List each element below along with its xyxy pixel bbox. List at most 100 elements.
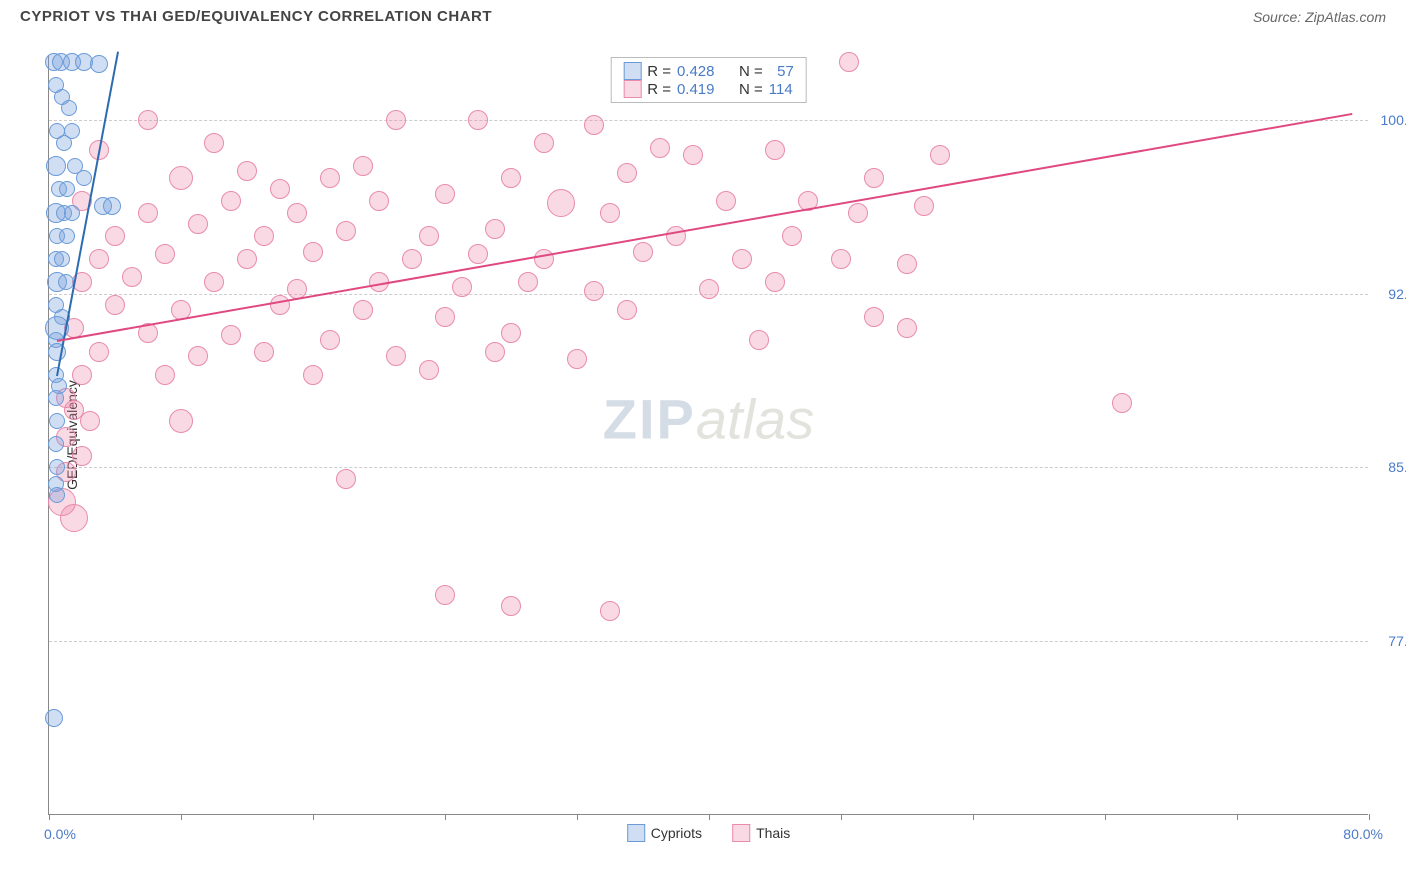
r-value-thais: 0.419 [677, 81, 715, 98]
data-point-thais [435, 307, 455, 327]
x-tick [973, 814, 974, 820]
r-label: R = [647, 63, 671, 80]
data-point-thais [584, 281, 604, 301]
data-point-thais [864, 168, 884, 188]
data-point-cypriots [59, 228, 75, 244]
data-point-thais [188, 346, 208, 366]
data-point-thais [567, 349, 587, 369]
data-point-thais [485, 219, 505, 239]
data-point-thais [617, 300, 637, 320]
data-point-thais [320, 168, 340, 188]
data-point-thais [353, 300, 373, 320]
x-tick [1369, 814, 1370, 820]
y-tick-label: 100.0% [1373, 112, 1406, 128]
data-point-thais [336, 469, 356, 489]
series-legend: Cypriots Thais [627, 824, 791, 842]
data-point-thais [864, 307, 884, 327]
watermark-atlas: atlas [696, 388, 814, 451]
data-point-thais [452, 277, 472, 297]
data-point-thais [650, 138, 670, 158]
source-label: Source: ZipAtlas.com [1253, 9, 1386, 25]
data-point-thais [72, 365, 92, 385]
r-value-cypriots: 0.428 [677, 63, 715, 80]
data-point-cypriots [90, 55, 108, 73]
n-value-thais: 114 [769, 81, 793, 98]
watermark-zip: ZIP [603, 388, 696, 451]
scatter-chart: GED/Equivalency ZIPatlas R = 0.428 N = 5… [48, 55, 1368, 815]
data-point-thais [930, 145, 950, 165]
data-point-thais [534, 133, 554, 153]
x-tick [313, 814, 314, 820]
data-point-thais [547, 189, 575, 217]
correlation-legend: R = 0.428 N = 57 R = 0.419 N = 114 [610, 57, 807, 103]
data-point-thais [419, 360, 439, 380]
x-axis-max-label: 80.0% [1343, 826, 1383, 842]
data-point-thais [386, 110, 406, 130]
n-label: N = [739, 63, 763, 80]
gridline [49, 120, 1368, 121]
data-point-thais [287, 203, 307, 223]
data-point-thais [72, 446, 92, 466]
data-point-thais [80, 411, 100, 431]
data-point-thais [270, 179, 290, 199]
legend-row-thais: R = 0.419 N = 114 [623, 80, 794, 98]
data-point-cypriots [49, 459, 65, 475]
data-point-thais [666, 226, 686, 246]
data-point-thais [897, 254, 917, 274]
data-point-thais [716, 191, 736, 211]
data-point-thais [765, 272, 785, 292]
data-point-thais [138, 110, 158, 130]
data-point-thais [270, 295, 290, 315]
data-point-thais [782, 226, 802, 246]
n-value-cypriots: 57 [769, 63, 794, 80]
data-point-thais [600, 203, 620, 223]
data-point-thais [600, 601, 620, 621]
data-point-cypriots [48, 436, 64, 452]
gridline [49, 641, 1368, 642]
data-point-thais [699, 279, 719, 299]
data-point-thais [204, 272, 224, 292]
swatch-cypriots [627, 824, 645, 842]
data-point-thais [303, 365, 323, 385]
x-tick [709, 814, 710, 820]
data-point-thais [897, 318, 917, 338]
data-point-cypriots [45, 709, 63, 727]
data-point-cypriots [61, 100, 77, 116]
legend-label-thais: Thais [756, 825, 790, 841]
data-point-thais [237, 249, 257, 269]
data-point-thais [584, 115, 604, 135]
data-point-thais [914, 196, 934, 216]
data-point-thais [848, 203, 868, 223]
data-point-cypriots [64, 205, 80, 221]
data-point-thais [468, 110, 488, 130]
data-point-thais [221, 325, 241, 345]
data-point-cypriots [49, 487, 65, 503]
data-point-thais [839, 52, 859, 72]
data-point-thais [435, 585, 455, 605]
legend-item-thais: Thais [732, 824, 790, 842]
data-point-thais [353, 156, 373, 176]
data-point-thais [386, 346, 406, 366]
trendline-thais [57, 113, 1353, 342]
data-point-thais [419, 226, 439, 246]
y-tick-label: 92.5% [1373, 286, 1406, 302]
data-point-thais [1112, 393, 1132, 413]
r-label: R = [647, 81, 671, 98]
n-label: N = [739, 81, 763, 98]
data-point-thais [633, 242, 653, 262]
data-point-thais [336, 221, 356, 241]
data-point-thais [765, 140, 785, 160]
data-point-thais [188, 214, 208, 234]
data-point-thais [254, 342, 274, 362]
data-point-cypriots [48, 390, 64, 406]
data-point-thais [501, 323, 521, 343]
data-point-thais [303, 242, 323, 262]
x-tick [181, 814, 182, 820]
legend-row-cypriots: R = 0.428 N = 57 [623, 62, 794, 80]
data-point-thais [169, 166, 193, 190]
data-point-thais [485, 342, 505, 362]
x-tick [1105, 814, 1106, 820]
data-point-thais [204, 133, 224, 153]
x-tick [445, 814, 446, 820]
data-point-cypriots [58, 274, 74, 290]
